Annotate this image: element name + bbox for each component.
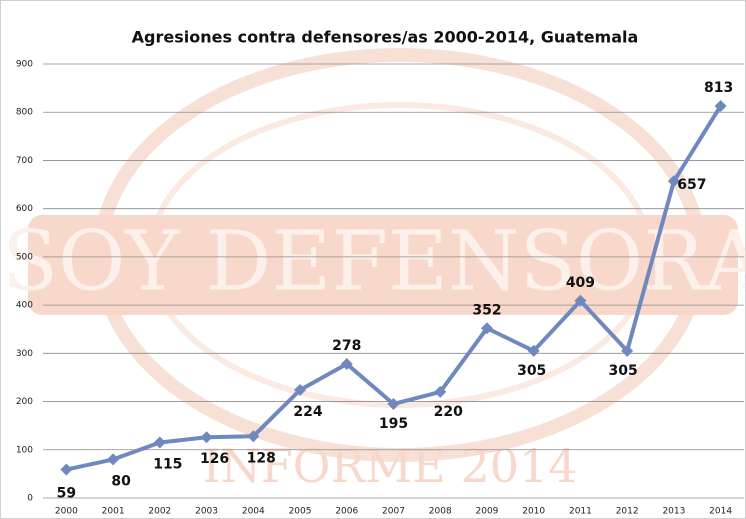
y-tick-label: 200 [16,397,33,407]
data-label: 126 [200,451,229,467]
x-tick-label: 2002 [148,507,171,517]
data-label: 220 [434,404,463,420]
y-tick-label: 300 [16,349,33,359]
x-tick-label: 2008 [429,507,452,517]
data-label: 224 [293,404,322,420]
data-label: 657 [677,177,706,193]
x-tick-label: 2013 [662,507,685,517]
chart-title: Agresiones contra defensores/as 2000-201… [132,28,639,47]
x-tick-label: 2004 [242,507,265,517]
y-tick-label: 100 [16,445,33,455]
data-label: 59 [57,486,76,502]
x-tick-label: 2014 [709,507,732,517]
x-tick-label: 2009 [476,507,499,517]
data-label: 128 [247,450,276,466]
data-label: 115 [153,457,182,473]
x-tick-label: 2001 [102,507,125,517]
x-tick-label: 2012 [616,507,639,517]
chart: SOY DEFENSORA INFORME 2014 Agresiones co… [0,0,746,519]
y-tick-label: 0 [27,494,33,504]
data-label: 813 [704,80,733,96]
y-tick-label: 400 [16,301,33,311]
x-tick-label: 2007 [382,507,405,517]
y-tick-label: 900 [16,60,33,70]
y-tick-label: 600 [16,204,33,214]
data-label: 80 [111,473,131,489]
x-tick-label: 2005 [289,507,312,517]
y-tick-label: 800 [16,108,33,118]
x-tick-label: 2003 [195,507,218,517]
data-label: 305 [609,363,638,379]
data-label: 352 [472,302,501,318]
y-tick-label: 700 [16,156,33,166]
data-label: 278 [332,338,361,354]
x-tick-label: 2010 [522,507,545,517]
data-label: 305 [517,363,546,379]
x-tick-label: 2006 [335,507,358,517]
data-label: 195 [379,416,408,432]
y-tick-label: 500 [16,252,33,262]
x-tick-label: 2011 [569,507,592,517]
watermark-text: SOY DEFENSORA [2,215,746,310]
x-tick-label: 2000 [55,507,78,517]
data-label: 409 [566,275,595,291]
